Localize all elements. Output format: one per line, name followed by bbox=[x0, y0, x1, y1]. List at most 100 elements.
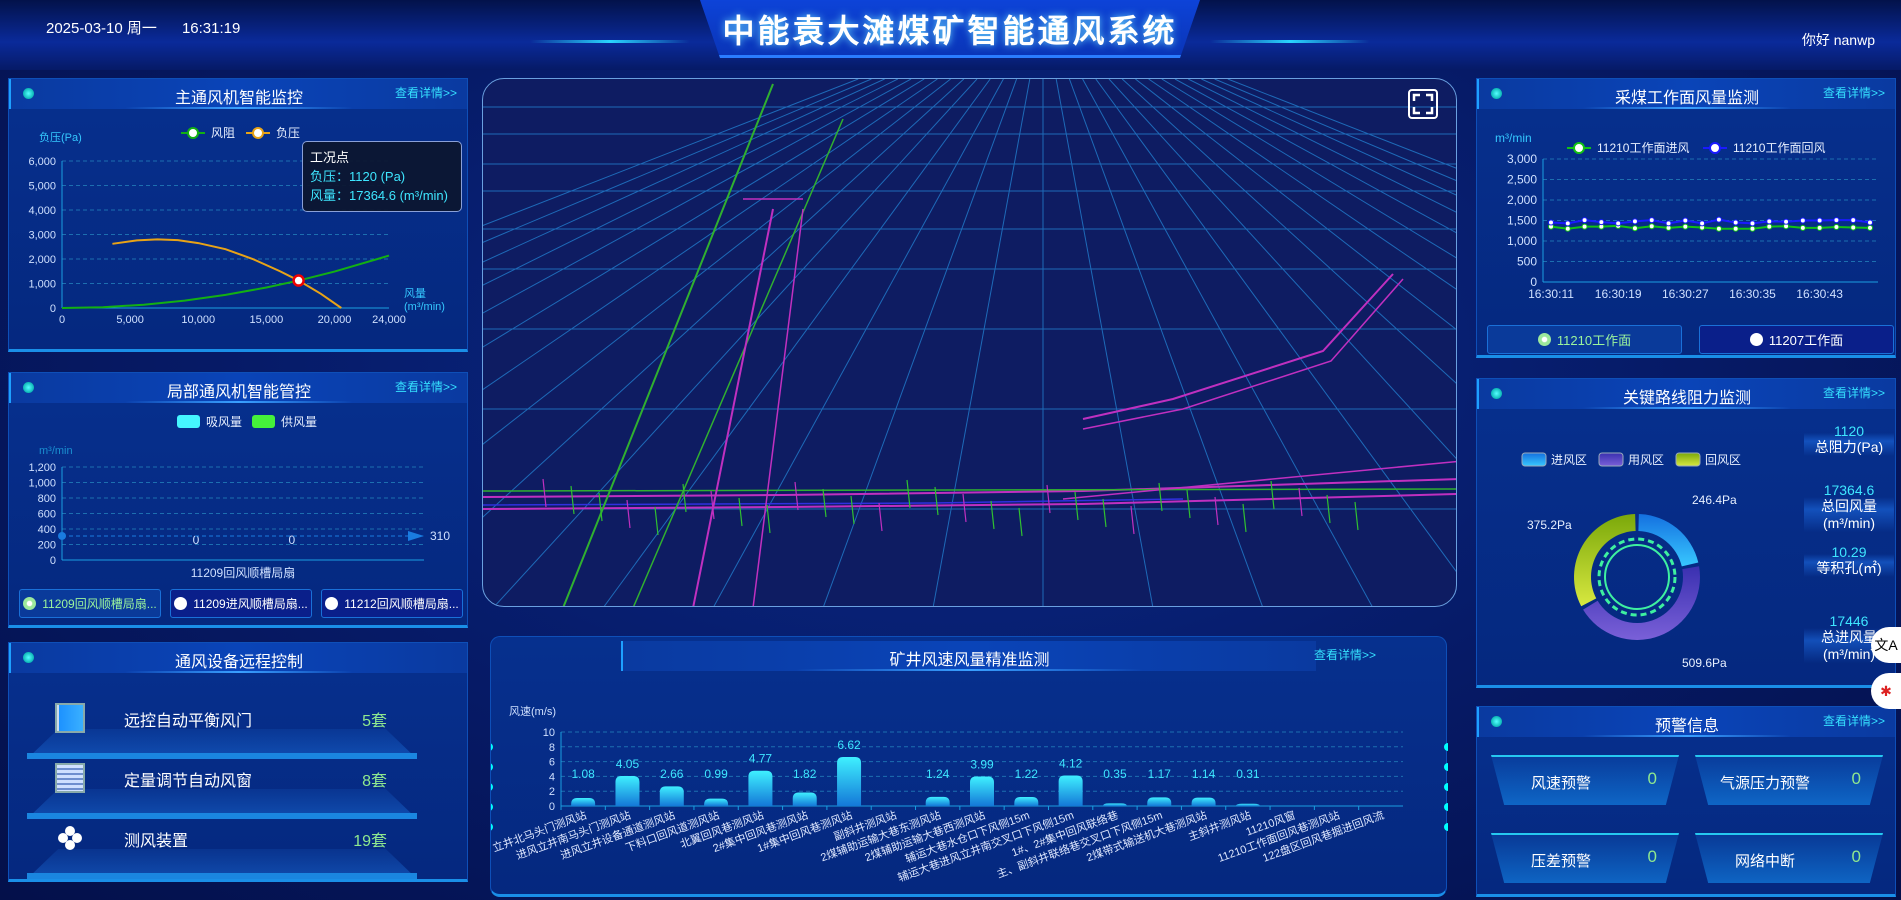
view-details-link[interactable]: 查看详情>> bbox=[1823, 384, 1885, 401]
tunnel-branch bbox=[795, 482, 798, 510]
device-row-wind-meter[interactable]: 测风装置 19套 bbox=[27, 819, 417, 879]
y-tick-label: 1,000 bbox=[1507, 234, 1537, 248]
bar-value-label: 0.35 bbox=[1103, 767, 1127, 781]
data-point bbox=[1733, 220, 1738, 225]
data-point bbox=[1784, 219, 1789, 224]
tab-label: 11212回风顺槽局扇... bbox=[344, 595, 458, 612]
warning-label: 压差预警 bbox=[1491, 850, 1631, 871]
tunnel-branch bbox=[1131, 506, 1134, 534]
extension-icon[interactable]: ✱ bbox=[1871, 673, 1901, 709]
grid-line bbox=[483, 79, 911, 607]
tunnel-branch bbox=[655, 507, 658, 535]
y-tick-label: 6 bbox=[549, 757, 555, 769]
tunnel-network-canvas[interactable] bbox=[483, 79, 1457, 607]
bar bbox=[1103, 803, 1127, 806]
legend-marker bbox=[188, 128, 198, 138]
data-point bbox=[1565, 226, 1570, 231]
bar-value-label: 6.62 bbox=[837, 738, 861, 752]
x-tick-label: 20,000 bbox=[318, 314, 352, 326]
bar-value-label: 0 bbox=[193, 533, 200, 547]
legend-marker bbox=[1710, 143, 1720, 153]
warning-count: 0 bbox=[1852, 847, 1861, 867]
y-tick-label: 1,000 bbox=[28, 279, 56, 291]
bar bbox=[615, 776, 639, 806]
data-point bbox=[1649, 218, 1654, 223]
bar bbox=[837, 757, 861, 806]
y-tick-label: 8 bbox=[549, 742, 555, 754]
y-tick-label: 2 bbox=[549, 786, 555, 798]
y-tick-label: 800 bbox=[38, 493, 56, 505]
tunnel-branch bbox=[1075, 492, 1078, 520]
data-point bbox=[1632, 226, 1637, 231]
tooltip-flow: 风量：17364.6 (m³/min) bbox=[310, 186, 454, 205]
data-point bbox=[1817, 218, 1822, 223]
legend-label: 吸风量 bbox=[206, 415, 242, 429]
main-fan-panel: 主通风机智能监控查看详情>> 01,0002,0003,0004,0005,00… bbox=[8, 78, 468, 352]
stat-label: 等积孔(㎡) bbox=[1804, 560, 1894, 577]
y-tick-label: 3,000 bbox=[1507, 152, 1537, 166]
x-tick-label: 16:30:19 bbox=[1595, 287, 1642, 301]
x-tick-label: 10,000 bbox=[181, 314, 215, 326]
y-tick-label: 4 bbox=[549, 771, 555, 783]
view-details-link[interactable]: 查看详情>> bbox=[1823, 712, 1885, 729]
tunnel-branch bbox=[851, 496, 854, 524]
clock: 16:31:19 bbox=[182, 20, 240, 37]
tab-local-fan-2[interactable]: 11209进风顺槽局扇... bbox=[170, 589, 312, 618]
bar-value-label: 0.99 bbox=[704, 767, 728, 781]
grid-line bbox=[483, 79, 871, 607]
warning-pressure-diff[interactable]: 压差预警 0 bbox=[1491, 833, 1679, 883]
datetime: 2025-03-10 周一 16:31:19 bbox=[46, 17, 240, 38]
translate-icon[interactable]: 文A bbox=[1871, 627, 1901, 663]
fan-curve-chart: 01,0002,0003,0004,0005,0006,00005,00010,… bbox=[9, 79, 469, 349]
wind-speed-chart: 0246810风速(m/s)立井北马头门测风站1.08进风立井南马头门测风站4.… bbox=[491, 637, 1448, 898]
wind-speed-panel: 矿井风速风量精准监测查看详情>> 0246810风速(m/s)立井北马头门测风站… bbox=[490, 636, 1447, 897]
donut-slice bbox=[1638, 514, 1698, 566]
warning-wind-speed[interactable]: 风速预警0 bbox=[1491, 755, 1679, 805]
decoration-dot bbox=[491, 783, 493, 791]
bar-value-label: 4.77 bbox=[749, 752, 773, 766]
user-greeting[interactable]: 你好 nanwp bbox=[1802, 30, 1875, 50]
x-tick-label: 16:30:35 bbox=[1729, 287, 1776, 301]
legend-label: 供风量 bbox=[281, 415, 317, 429]
y-axis-title: 负压(Pa) bbox=[39, 130, 82, 144]
legend-label: 11210工作面回风 bbox=[1733, 141, 1825, 155]
tab-face-11210[interactable]: 11210工作面 bbox=[1487, 325, 1682, 354]
bar bbox=[1236, 804, 1260, 806]
data-point bbox=[1767, 224, 1772, 229]
fullscreen-icon[interactable] bbox=[1408, 89, 1438, 119]
bar bbox=[1059, 776, 1083, 806]
y-axis-title: 风速(m/s) bbox=[509, 705, 556, 718]
warning-air-pressure[interactable]: 气源压力预警0 bbox=[1695, 755, 1883, 805]
tab-local-fan-1[interactable]: 11209回风顺槽局扇... bbox=[19, 589, 161, 618]
device-name: 定量调节自动风窗 bbox=[124, 767, 252, 791]
data-point bbox=[1649, 224, 1654, 229]
markline-start bbox=[58, 532, 66, 540]
data-point bbox=[1851, 218, 1856, 223]
tab-face-11207[interactable]: 11207工作面 bbox=[1699, 325, 1894, 354]
tunnel-branch bbox=[1187, 490, 1190, 518]
grid-line bbox=[1109, 79, 1457, 607]
y-tick-label: 600 bbox=[38, 509, 56, 521]
bar bbox=[571, 798, 595, 806]
bar bbox=[926, 797, 950, 806]
stat-label: 总回风量 bbox=[1804, 498, 1894, 515]
tunnel-branch bbox=[739, 498, 742, 526]
y-tick-label: 0 bbox=[50, 303, 56, 315]
device-row-air-door[interactable]: 远控自动平衡风门 5套 bbox=[27, 699, 417, 759]
slice-label: 509.6Pa bbox=[1682, 656, 1727, 670]
tunnel-branch bbox=[543, 479, 546, 507]
warning-network[interactable]: 网络中断0 bbox=[1695, 833, 1883, 883]
device-row-air-window[interactable]: 定量调节自动风窗 8套 bbox=[27, 759, 417, 819]
warning-count: 0 bbox=[1648, 847, 1657, 867]
stat-label: 总阻力(Pa) bbox=[1804, 439, 1894, 456]
tab-local-fan-3[interactable]: 11212回风顺槽局扇... bbox=[321, 589, 463, 618]
stat-unit: (m³/min) bbox=[1804, 515, 1894, 532]
data-point bbox=[1582, 224, 1587, 229]
header-decoration bbox=[530, 40, 690, 43]
decoration-dot bbox=[491, 823, 493, 831]
data-point bbox=[1817, 225, 1822, 230]
bar bbox=[748, 771, 772, 806]
y-tick-label: 200 bbox=[38, 540, 56, 552]
mine-3d-view[interactable] bbox=[482, 78, 1457, 607]
grid-line bbox=[1175, 79, 1457, 607]
